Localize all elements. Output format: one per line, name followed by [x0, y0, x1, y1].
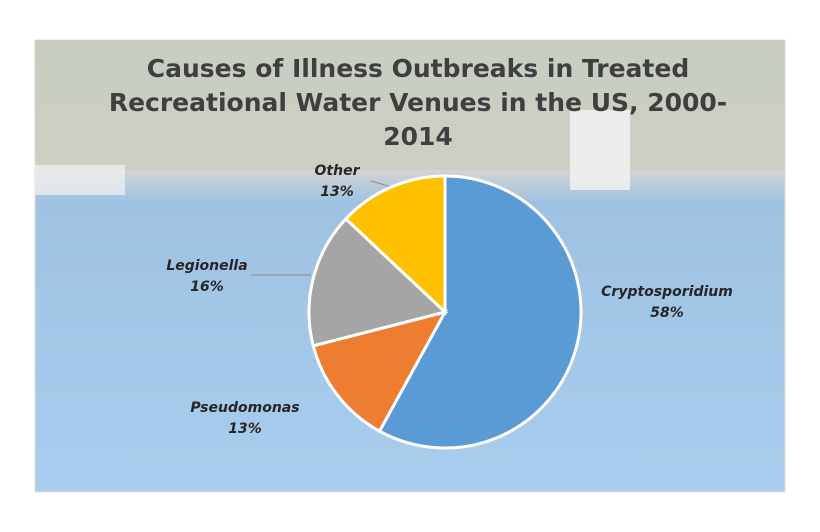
pie-slice — [307, 216, 449, 348]
pie-slice — [343, 174, 447, 316]
pie-slice — [377, 174, 583, 450]
slice-value: 58% — [650, 305, 684, 321]
slice-value: 13% — [228, 421, 262, 437]
pie — [307, 174, 583, 450]
pie-slice — [311, 309, 448, 434]
slice-label: Legionella — [166, 258, 247, 274]
slice-value: 13% — [320, 184, 354, 200]
garden — [35, 40, 785, 170]
chair — [35, 165, 125, 195]
slice-label: Other — [315, 163, 361, 179]
chart-title: Causes of Illness Outbreaks in Treated R… — [108, 54, 728, 151]
leader-line — [370, 180, 393, 188]
slice-label: Cryptosporidium — [601, 284, 733, 300]
slice-value: 16% — [190, 279, 224, 295]
chair — [570, 110, 630, 190]
slice-label: Pseudomonas — [190, 400, 299, 416]
